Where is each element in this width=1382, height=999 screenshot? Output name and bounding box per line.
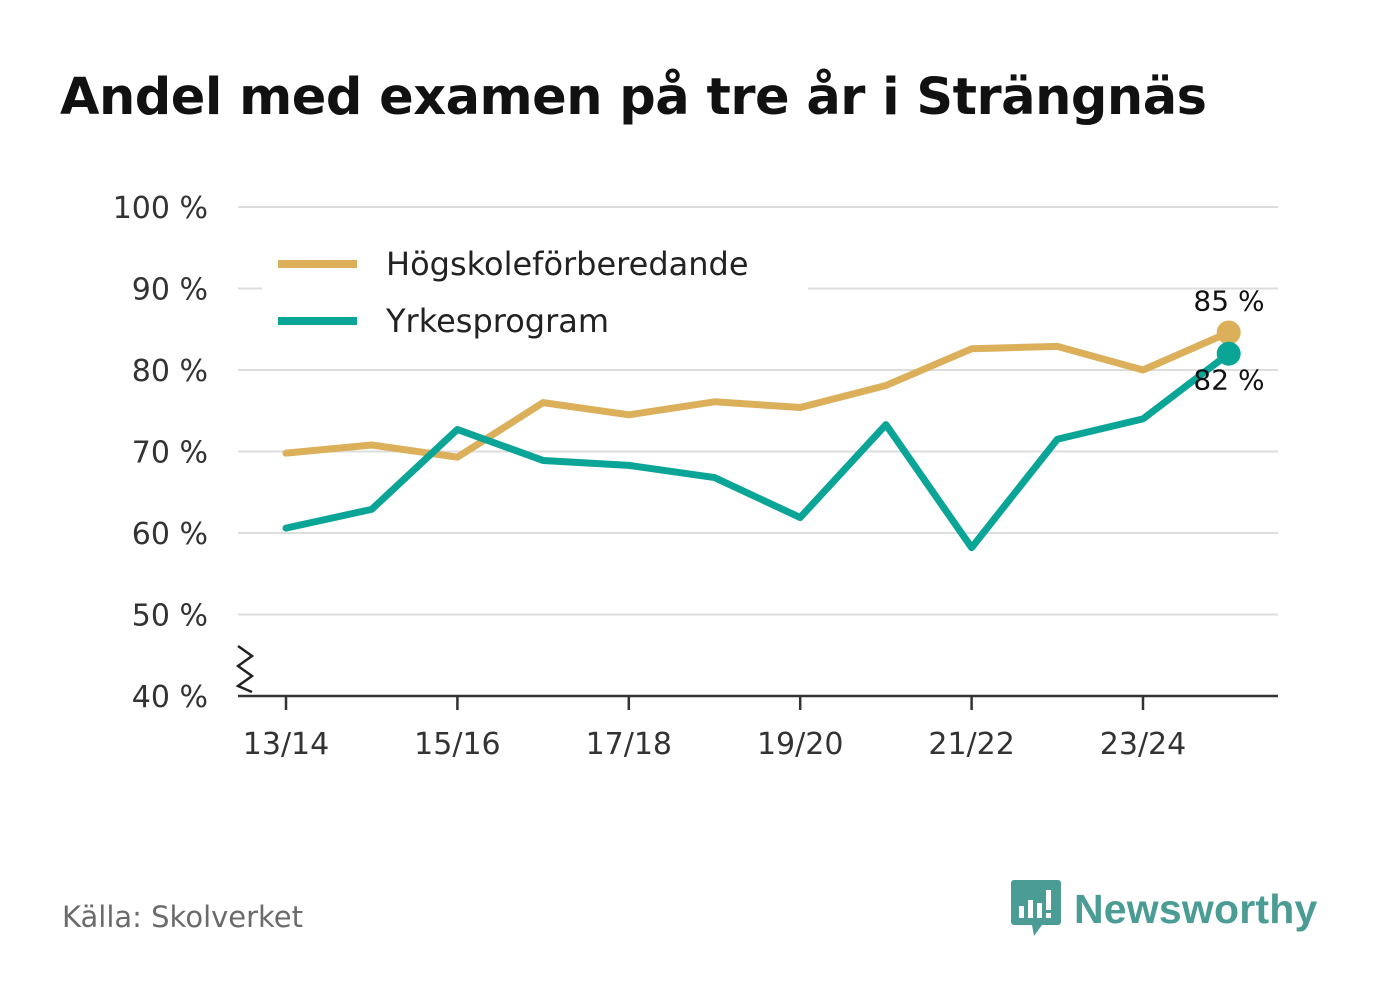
- legend-label: Högskoleförberedande: [386, 245, 749, 283]
- y-axis-ticks: 40 % 50 % 60 % 70 % 80 % 90 % 100 %: [113, 191, 208, 715]
- series-line-hogskoleforberedande[interactable]: [282, 329, 1233, 461]
- end-value-label: 85 %: [1193, 285, 1264, 318]
- x-tick-label: 21/22: [928, 727, 1014, 762]
- y-tick-label: 60 %: [132, 517, 208, 552]
- y-tick-label: 50 %: [132, 599, 208, 634]
- y-tick-label: 40 %: [132, 680, 208, 715]
- end-labels: 85 % 82 %: [1193, 285, 1264, 397]
- brand-logo[interactable]: Newsworthy: [1010, 878, 1318, 940]
- y-tick-label: 70 %: [132, 436, 208, 471]
- y-tick-label: 100 %: [113, 191, 208, 226]
- series-line-yrkesprogram[interactable]: [282, 350, 1233, 552]
- x-tick-label: 13/14: [243, 727, 329, 762]
- x-tick-label: 23/24: [1100, 727, 1186, 762]
- legend-background: [262, 232, 808, 354]
- brand-name: Newsworthy: [1074, 885, 1318, 932]
- legend-label: Yrkesprogram: [385, 302, 609, 340]
- series-lines: [282, 329, 1233, 552]
- bar-chart-speech-bubble-icon: [1011, 880, 1061, 936]
- end-value-label: 82 %: [1193, 364, 1264, 397]
- source-note: Källa: Skolverket: [62, 900, 304, 934]
- legend: Högskoleförberedande Yrkesprogram: [262, 232, 808, 354]
- end-point-marker[interactable]: [1216, 320, 1241, 345]
- y-tick-label: 90 %: [132, 273, 208, 308]
- y-tick-label: 80 %: [132, 354, 208, 389]
- axis-break-icon: [235, 644, 255, 694]
- x-tick-label: 17/18: [586, 727, 672, 762]
- chart-title: Andel med examen på tre år i Strängnäs: [60, 68, 1207, 127]
- end-point-marker[interactable]: [1216, 341, 1241, 366]
- x-tick-label: 15/16: [414, 727, 500, 762]
- x-axis: 13/14 15/16 17/18 19/20 21/22 23/24: [235, 644, 1278, 762]
- x-tick-label: 19/20: [757, 727, 843, 762]
